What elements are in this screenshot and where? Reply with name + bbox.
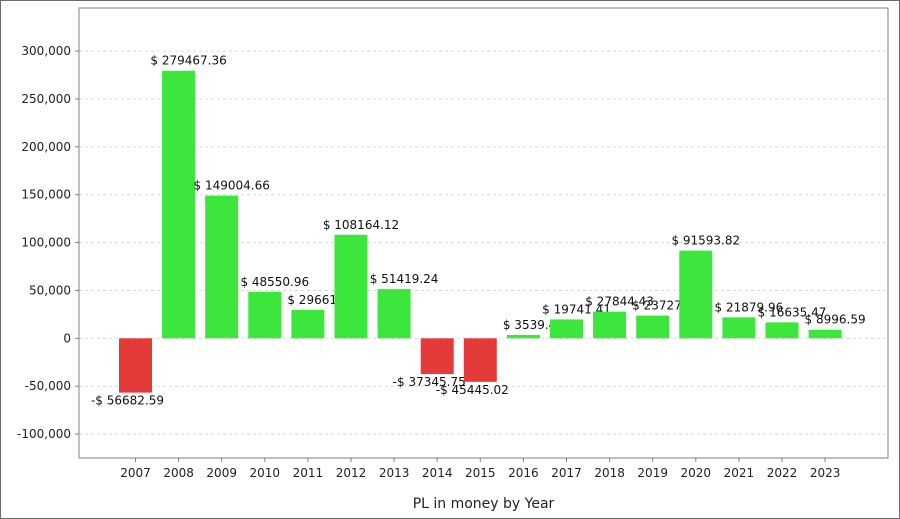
x-tick-label: 2010 bbox=[250, 466, 281, 480]
bar bbox=[593, 311, 627, 339]
data-label: -$ 45445.02 bbox=[436, 383, 509, 397]
x-tick-label: 2009 bbox=[206, 466, 237, 480]
plot-border bbox=[78, 7, 889, 459]
bar bbox=[162, 70, 196, 339]
x-tick-label: 2014 bbox=[422, 466, 453, 480]
data-label: -$ 56682.59 bbox=[91, 394, 164, 408]
data-label: $ 149004.66 bbox=[194, 179, 270, 193]
data-label: $ 3539.43 bbox=[503, 318, 564, 332]
bar bbox=[377, 289, 411, 339]
data-label: $ 29661.4 bbox=[287, 293, 348, 307]
x-tick-label: 2016 bbox=[508, 466, 539, 480]
y-tick-label: -50,000 bbox=[25, 379, 71, 393]
x-tick-label: 2007 bbox=[120, 466, 151, 480]
bar bbox=[248, 291, 282, 339]
bar bbox=[636, 315, 670, 339]
x-tick-label: 2023 bbox=[810, 466, 841, 480]
bar bbox=[291, 309, 325, 339]
y-tick-label: 200,000 bbox=[21, 140, 71, 154]
x-tick-label: 2008 bbox=[163, 466, 194, 480]
x-tick-label: 2017 bbox=[551, 466, 582, 480]
y-tick-label: -100,000 bbox=[17, 427, 71, 441]
data-label: $ 27844.43 bbox=[585, 295, 654, 309]
data-label: -$ 37345.75 bbox=[393, 375, 466, 389]
x-tick-label: 2022 bbox=[767, 466, 798, 480]
bar bbox=[205, 195, 239, 339]
data-label: $ 48550.96 bbox=[240, 275, 309, 289]
x-tick-label: 2018 bbox=[594, 466, 625, 480]
bar bbox=[119, 338, 152, 393]
bar bbox=[679, 250, 713, 339]
x-tick-label: 2013 bbox=[379, 466, 410, 480]
bar bbox=[506, 334, 540, 339]
y-tick-label: 150,000 bbox=[21, 188, 71, 202]
bar bbox=[334, 234, 368, 339]
x-axis-title: PL in money by Year bbox=[413, 496, 555, 512]
x-tick-label: 2015 bbox=[465, 466, 496, 480]
data-label: $ 91593.82 bbox=[671, 234, 740, 248]
bar bbox=[808, 329, 842, 339]
x-tick-label: 2021 bbox=[724, 466, 755, 480]
bar bbox=[722, 317, 756, 339]
data-label: $ 279467.36 bbox=[150, 54, 226, 68]
bar bbox=[420, 338, 454, 375]
data-label: $ 16635.47 bbox=[758, 305, 827, 319]
y-tick-label: 250,000 bbox=[21, 92, 71, 106]
y-tick-label: 100,000 bbox=[21, 236, 71, 250]
data-label: $ 51419.24 bbox=[370, 272, 439, 286]
y-tick-label: 300,000 bbox=[21, 44, 71, 58]
bar bbox=[463, 338, 497, 382]
x-tick-label: 2012 bbox=[336, 466, 367, 480]
x-tick-label: 2020 bbox=[681, 466, 712, 480]
y-tick-label: 0 bbox=[63, 331, 71, 345]
y-tick-label: 50,000 bbox=[29, 283, 71, 297]
data-label: $ 21879.96 bbox=[715, 300, 784, 314]
data-label: $ 23727.0 bbox=[632, 299, 693, 313]
x-tick-label: 2019 bbox=[637, 466, 668, 480]
x-tick-label: 2011 bbox=[293, 466, 324, 480]
bar bbox=[550, 319, 583, 339]
data-label: $ 108164.12 bbox=[323, 218, 399, 232]
data-label: $ 8996.59 bbox=[805, 313, 866, 327]
bar bbox=[765, 322, 799, 339]
